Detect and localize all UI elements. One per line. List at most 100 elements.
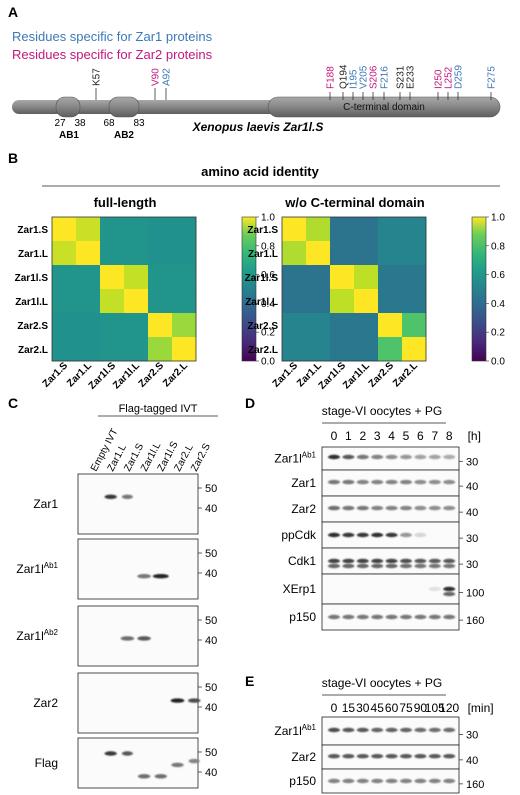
protein-diagram: C-terminal domain (12, 96, 501, 118)
heatmap-row-label: Zar1.L (18, 249, 48, 260)
blot-label: Zar1lAb1 (274, 723, 316, 738)
blot-band (443, 505, 456, 511)
marker-label: 30 (466, 559, 478, 571)
blot-band (171, 762, 184, 768)
heatmap-cell (378, 241, 403, 266)
heatmap-row-label: Zar1l.S (15, 273, 49, 284)
heatmap-cell (282, 289, 307, 314)
marker-label: 40 (205, 702, 217, 714)
blot-band (385, 727, 398, 733)
heatmap-cell (402, 241, 427, 266)
residue-f188: F188 (326, 66, 337, 89)
panel-e-header: stage-VI oocytes + PG (322, 676, 442, 690)
ab2-label: AB2 (114, 130, 134, 141)
heatmap-col-label: Zar2.L (391, 360, 420, 389)
lane-label: 8 (446, 429, 453, 443)
blot-frame (77, 538, 199, 600)
blot-label: Zar2 (291, 750, 316, 764)
heatmap-cell (354, 337, 379, 362)
heatmap-row-label: Zar2.L (248, 345, 278, 356)
marker-label: 50 (205, 548, 217, 560)
blot-band (342, 505, 355, 511)
marker-label: 100 (466, 588, 484, 600)
heatmap-1: Zar1.SZar1.LZar1l.SZar1l.LZar2.SZar2.LZa… (15, 213, 276, 392)
number-83: 83 (133, 118, 145, 129)
blot-band (371, 454, 384, 460)
heatmap-cell (76, 217, 101, 242)
blot-band (328, 505, 340, 511)
blot-label: Flag (35, 756, 58, 770)
ab1-label: AB1 (59, 130, 79, 141)
blot-label: p150 (289, 610, 316, 624)
blot-band (371, 558, 384, 564)
heatmap-cell (354, 313, 379, 338)
heatmap-cell (52, 337, 77, 362)
heatmap-col-label: Zar2.S (137, 360, 167, 390)
colorbar (471, 216, 487, 362)
panel-d: D stage-VI oocytes + PG 0 1 2 3 4 5 6 7 8 [h] Zar… (245, 395, 484, 631)
number-27: 27 (54, 118, 66, 129)
heatmap-cell (330, 265, 355, 290)
heatmap-cell (148, 217, 173, 242)
blot-band (385, 479, 398, 485)
marker-label: 50 (205, 615, 217, 627)
blot-label: ppCdk (281, 528, 317, 542)
heatmap-cell (354, 217, 379, 242)
panel-e: E stage-VI oocytes + PG 0 15 30 45 60 75 90105… (245, 673, 494, 794)
heatmap-cell (282, 241, 307, 266)
blot-band (385, 505, 398, 511)
heatmap-cell (148, 265, 173, 290)
lane-label: 75 (399, 701, 413, 715)
blot-zar2: Zar2 40 (291, 744, 478, 770)
heatmap-cell (402, 217, 427, 242)
blot-band (443, 614, 456, 620)
lane-label: 60 (385, 701, 399, 715)
blot-zar1lab1: Zar1lAb1 30 (274, 446, 478, 471)
heatmap-row-label: Zar2.L (18, 345, 48, 356)
blot-band (342, 479, 355, 485)
blot-band (356, 558, 369, 564)
blot-band (328, 727, 340, 733)
panel-letter-c: C (8, 395, 18, 411)
blot-band (137, 774, 151, 779)
blot-band (428, 727, 441, 733)
heatmap-col-label: Zar1.S (271, 360, 301, 390)
heatmap-cell (172, 241, 197, 266)
time-unit: [h] (468, 429, 481, 443)
blot-cdk1: Cdk1 30 (288, 547, 478, 575)
heatmap-cell (52, 265, 77, 290)
blot-band (104, 751, 117, 756)
legend-zar2: Residues specific for Zar2 proteins (12, 47, 213, 62)
colorbar-tick-label: 0.6 (261, 270, 275, 281)
blot-band (414, 532, 427, 538)
lane-label: 1 (345, 429, 352, 443)
heatmap-cell (52, 217, 77, 242)
marker-label: 50 (205, 747, 217, 759)
heatmap-cell (306, 241, 331, 266)
heatmap-row-label: Zar1l.S (245, 273, 279, 284)
panel-d-header: stage-VI oocytes + PG (322, 404, 442, 418)
blot-c-zar1: Zar1 50 40 (33, 473, 217, 535)
blot-label: Zar1 (291, 476, 316, 490)
blot-band (342, 754, 355, 759)
heatmap-cell (76, 265, 101, 290)
blot-band (443, 479, 456, 485)
blot-band (414, 778, 427, 784)
heatmap-col-label: Zar2.S (367, 360, 397, 390)
blot-band (342, 532, 355, 538)
heatmap-cell (330, 313, 355, 338)
marker-label: 40 (205, 767, 217, 779)
blot-band (188, 698, 201, 703)
blot-label: Zar1lAb2 (16, 628, 58, 643)
blot-band (152, 574, 169, 579)
blot-band (443, 727, 456, 733)
blot-band (356, 754, 369, 759)
blot-band (414, 454, 427, 460)
heatmap-cell (124, 337, 149, 362)
heatmap-cell (306, 265, 331, 290)
blot-band (414, 614, 427, 620)
residue-e233: E233 (406, 65, 417, 89)
blot-band (371, 479, 384, 485)
blot-label: p150 (289, 774, 316, 788)
blot-band (385, 614, 398, 620)
